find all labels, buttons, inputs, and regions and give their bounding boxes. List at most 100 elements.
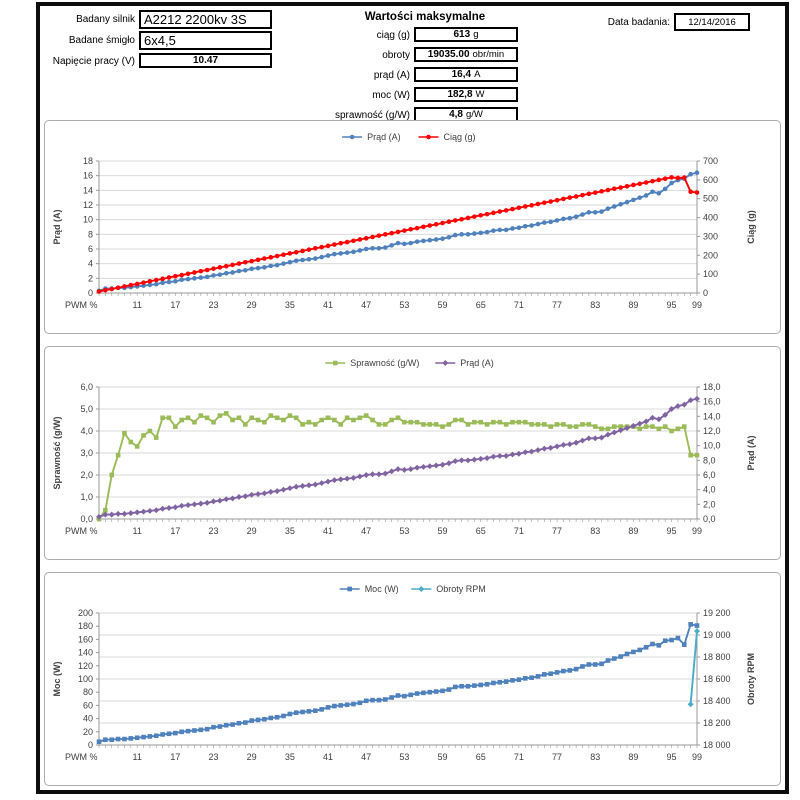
svg-text:35: 35 [285, 526, 295, 536]
badany-silnik-field[interactable]: A2212 2200kv 3S [139, 10, 272, 29]
chart-moc-obroty: Moc (W) Obroty RPM 0 20 40 60 80 100 120 140 160 18… [44, 572, 781, 786]
moc-value: 182,8 [447, 89, 473, 100]
obroty-value: 19035.00 [427, 49, 470, 60]
data-badania-label: Data badania: [607, 17, 670, 28]
svg-text:0: 0 [88, 288, 93, 298]
legend: Prąd (A) Ciąg (g) [342, 132, 476, 142]
svg-text:71: 71 [514, 526, 524, 536]
svg-text:95: 95 [667, 300, 677, 310]
svg-text:140: 140 [78, 648, 93, 658]
sprawnosc-unit: g/W [466, 109, 483, 120]
svg-text:95: 95 [667, 752, 677, 762]
svg-text:8: 8 [88, 229, 93, 239]
data-badania-field[interactable]: 12/14/2016 [674, 13, 750, 31]
chart-moc-obroty-canvas: Moc (W) Obroty RPM 0 20 40 60 80 100 120 140 160 18… [52, 584, 756, 762]
svg-text:8,0: 8,0 [703, 455, 716, 465]
svg-text:180: 180 [78, 621, 93, 631]
svg-text:500: 500 [703, 194, 718, 204]
legend: Sprawność (g/W) Prąd (A) [325, 358, 494, 368]
moc-label: moc (W) [372, 90, 410, 101]
svg-text:83: 83 [590, 526, 600, 536]
svg-text:77: 77 [552, 526, 562, 536]
moc-value-box: 182,8 W [414, 87, 518, 102]
svg-text:PWM %: PWM % [65, 526, 98, 536]
y-axis-right: 0 100 200 300 400 500 600 700 [697, 156, 718, 298]
chart-sprawnosc-prad: Sprawność (g/W) Prąd (A) 0,0 1,0 2,0 3,0 4,0 5,… [44, 346, 781, 560]
svg-text:Obroty RPM: Obroty RPM [436, 584, 486, 594]
legend: Moc (W) Obroty RPM [339, 584, 486, 594]
chart-prad-ciag-canvas: Prąd (A) Ciąg (g) 0 2 4 6 8 10 12 14 16 18 0 100 200 30… [52, 132, 756, 310]
svg-text:Moc (W): Moc (W) [52, 662, 62, 697]
svg-text:47: 47 [361, 526, 371, 536]
svg-text:Prąd (A): Prąd (A) [52, 209, 62, 244]
svg-text:Moc (W): Moc (W) [365, 584, 399, 594]
ciag-unit: g [473, 29, 479, 40]
svg-text:53: 53 [399, 752, 409, 762]
y-axis-left: 0,0 1,0 2,0 3,0 4,0 5,0 6,0 [80, 382, 99, 524]
gridlines [99, 612, 697, 724]
chart-sprawnosc-prad-canvas: Sprawność (g/W) Prąd (A) 0,0 1,0 2,0 3,0 4,0 5,… [52, 358, 756, 536]
x-axis: 11 17 23 29 35 41 47 53 59 65 71 77 83 89 95 99 PWM % [65, 519, 702, 536]
svg-text:53: 53 [399, 300, 409, 310]
svg-text:2,0: 2,0 [80, 470, 93, 480]
svg-text:47: 47 [361, 752, 371, 762]
svg-text:3,0: 3,0 [80, 448, 93, 458]
svg-text:5,0: 5,0 [80, 404, 93, 414]
y-axis-right: 0,0 2,0 4,0 6,0 8,0 10,0 12,0 14,0 16,0 18,0 [697, 382, 721, 524]
svg-text:23: 23 [209, 300, 219, 310]
moc-unit: W [475, 89, 485, 100]
sprawnosc-value: 4,8 [449, 109, 463, 120]
series-ci-g-g [96, 175, 700, 294]
svg-text:18 400: 18 400 [703, 696, 731, 706]
svg-text:17: 17 [170, 300, 180, 310]
svg-text:Obroty RPM: Obroty RPM [746, 653, 756, 705]
series-moc-w [96, 622, 700, 744]
svg-text:89: 89 [628, 300, 638, 310]
y-axis-left: 0 20 40 60 80 100 120 140 160 180 200 [78, 608, 99, 750]
svg-text:35: 35 [285, 752, 295, 762]
svg-text:Prąd (A): Prąd (A) [367, 132, 401, 142]
svg-text:35: 35 [285, 300, 295, 310]
svg-text:600: 600 [703, 175, 718, 185]
svg-text:89: 89 [628, 526, 638, 536]
svg-text:99: 99 [692, 526, 702, 536]
gridlines [99, 386, 697, 498]
svg-text:14: 14 [83, 185, 93, 195]
svg-text:1,0: 1,0 [80, 492, 93, 502]
svg-text:65: 65 [476, 752, 486, 762]
svg-text:18 200: 18 200 [703, 718, 731, 728]
napiecie-pracy-field[interactable]: 10.47 [139, 53, 272, 68]
svg-text:23: 23 [209, 752, 219, 762]
prad-value-box: 16,4 A [414, 67, 518, 82]
y-axis-left: 0 2 4 6 8 10 12 14 16 18 [83, 156, 99, 298]
svg-text:60: 60 [83, 700, 93, 710]
svg-text:Ciąg (g): Ciąg (g) [746, 210, 756, 244]
svg-text:99: 99 [692, 300, 702, 310]
svg-text:40: 40 [83, 714, 93, 724]
svg-text:65: 65 [476, 526, 486, 536]
svg-text:77: 77 [552, 300, 562, 310]
y-axis-right: 18 000 18 200 18 400 18 600 18 800 19 000 19 2… [697, 608, 731, 750]
svg-text:17: 17 [170, 752, 180, 762]
svg-text:200: 200 [703, 250, 718, 260]
prad-value: 16,4 [451, 69, 472, 80]
svg-text:53: 53 [399, 526, 409, 536]
svg-text:77: 77 [552, 752, 562, 762]
svg-text:29: 29 [247, 526, 257, 536]
svg-text:16: 16 [83, 171, 93, 181]
series-obroty-rpm [687, 628, 700, 708]
x-axis: 11 17 23 29 35 41 47 53 59 65 71 77 83 89 95 99 PWM % [65, 745, 702, 762]
svg-text:18 000: 18 000 [703, 740, 731, 750]
ciag-label: ciąg (g) [376, 30, 410, 41]
svg-text:PWM %: PWM % [65, 300, 98, 310]
x-axis: 11 17 23 29 35 41 47 53 59 65 71 77 83 89 95 99 PWM % [65, 293, 702, 310]
svg-text:17: 17 [170, 526, 180, 536]
svg-text:47: 47 [361, 300, 371, 310]
svg-text:83: 83 [590, 752, 600, 762]
svg-text:23: 23 [209, 526, 219, 536]
svg-text:80: 80 [83, 687, 93, 697]
svg-text:41: 41 [323, 526, 333, 536]
badane-smiglo-field[interactable]: 6x4,5 [139, 31, 272, 50]
report-frame: Badany silnik A2212 2200kv 3S Badane śmi… [36, 2, 789, 794]
ciag-value-box: 613 g [414, 27, 518, 42]
